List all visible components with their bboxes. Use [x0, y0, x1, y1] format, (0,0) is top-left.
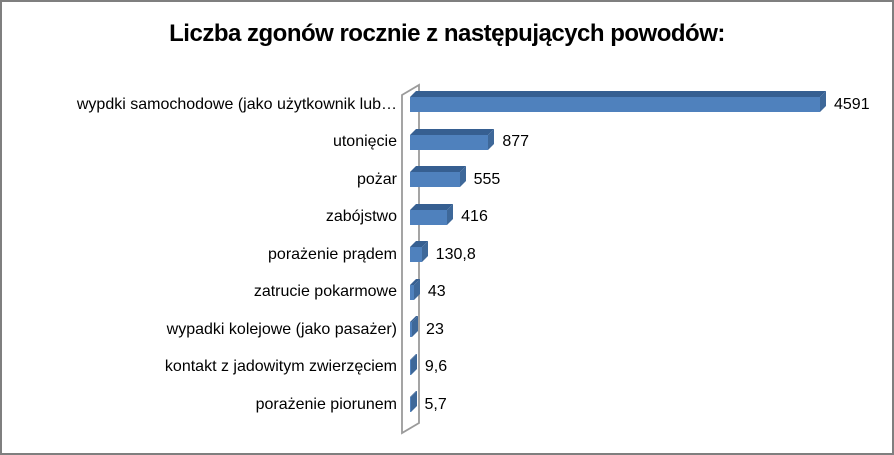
value-label: 9,6 — [424, 358, 448, 376]
category-label: wypadki kolejowe (jako pasażer) — [166, 320, 397, 338]
category-label: zatrucie pokarmowe — [253, 283, 397, 301]
category-label: porażenie prądem — [268, 245, 397, 263]
category-label: utonięcie — [332, 133, 397, 151]
category-label: pożar — [356, 170, 397, 188]
bar-front-face — [410, 134, 489, 150]
bar-track: 5,7 — [402, 386, 892, 424]
bar-track: 877 — [402, 124, 892, 162]
category-label: zabójstwo — [325, 208, 397, 226]
bar-track: 130,8 — [402, 236, 892, 274]
chart-row: zabójstwo 416 — [2, 199, 892, 237]
bar-front-face — [410, 322, 413, 338]
chart-row: wypdki samochodowe (jako użytkownik lub…… — [2, 86, 892, 124]
bar-track: 43 — [402, 274, 892, 312]
value-label: 130,8 — [435, 245, 476, 263]
chart-row: porażenie prądem 130,8 — [2, 236, 892, 274]
bar-track: 23 — [402, 311, 892, 349]
bar-front-face — [410, 97, 820, 113]
bar-side-face — [488, 128, 495, 150]
value-label: 416 — [461, 208, 488, 226]
value-label: 555 — [473, 170, 501, 188]
bar-front-face — [410, 397, 411, 413]
bar-track: 555 — [402, 161, 892, 199]
bar-side-face — [412, 316, 419, 338]
bar-track: 4591 — [402, 86, 892, 124]
chart-row: utonięcie 877 — [2, 124, 892, 162]
bar-front-face — [410, 359, 411, 375]
value-label: 23 — [426, 320, 444, 338]
chart-row: wypadki kolejowe (jako pasażer) 23 — [2, 311, 892, 349]
bar-track: 416 — [402, 199, 892, 237]
category-label: porażenie piorunem — [255, 395, 397, 413]
bar-front-face — [410, 172, 460, 188]
plot-area: wypdki samochodowe (jako użytkownik lub…… — [2, 86, 892, 424]
value-label: 877 — [502, 133, 530, 151]
value-label: 4591 — [834, 95, 870, 113]
bar-front-face — [410, 284, 414, 300]
bar-track: 9,6 — [402, 349, 892, 387]
chart-row: zatrucie pokarmowe 43 — [2, 274, 892, 312]
chart-row: porażenie piorunem 5,7 — [2, 386, 892, 424]
category-label: kontakt z jadowitym zwierzęciem — [164, 358, 397, 376]
value-label: 5,7 — [424, 395, 447, 413]
chart-title: Liczba zgonów rocznie z następujących po… — [169, 20, 725, 47]
chart-row: pożar 555 — [2, 161, 892, 199]
bar-front-face — [410, 247, 422, 263]
bar-side-face — [820, 91, 826, 113]
value-label: 43 — [427, 283, 446, 301]
category-label: wypdki samochodowe (jako użytkownik lub… — [76, 95, 397, 113]
chart-row: kontakt z jadowitym zwierzęciem 9,6 — [2, 349, 892, 387]
bar-front-face — [410, 209, 448, 225]
